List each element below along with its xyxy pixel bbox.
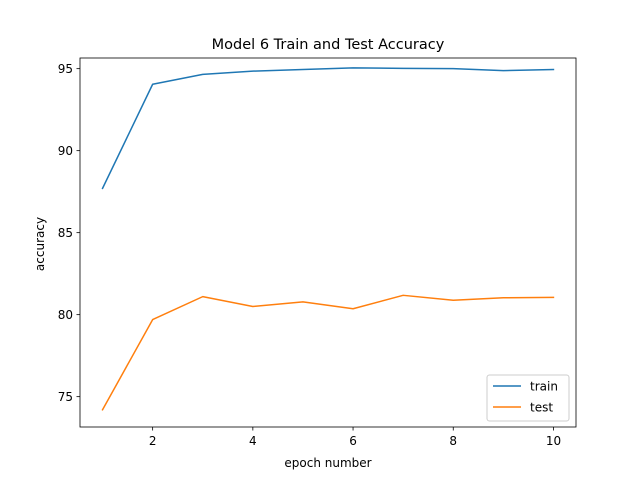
x-tick-label: 8 [449,434,457,448]
y-tick-label: 80 [58,308,73,322]
x-tick-label: 2 [149,434,157,448]
y-tick-label: 85 [58,226,73,240]
chart-title: Model 6 Train and Test Accuracy [212,37,445,53]
x-tick-label: 6 [349,434,357,448]
x-tick-label: 4 [249,434,257,448]
axes: 2 4 6 8 10 75 80 85 90 95 [58,57,577,448]
y-tick-label: 95 [58,62,73,76]
y-tick-label: 75 [58,390,73,404]
legend-label-test: test [530,400,553,414]
y-axis-label: accuracy [33,217,47,271]
series-line-test [101,294,555,411]
x-tick-label: 10 [546,434,561,448]
plot-area [101,67,555,411]
legend: train test [486,374,570,422]
legend-label-train: train [530,379,558,393]
axes-frame [79,57,577,428]
series-line-train [101,67,555,190]
y-tick-label: 90 [58,144,73,158]
x-axis-label: epoch number [284,456,371,470]
